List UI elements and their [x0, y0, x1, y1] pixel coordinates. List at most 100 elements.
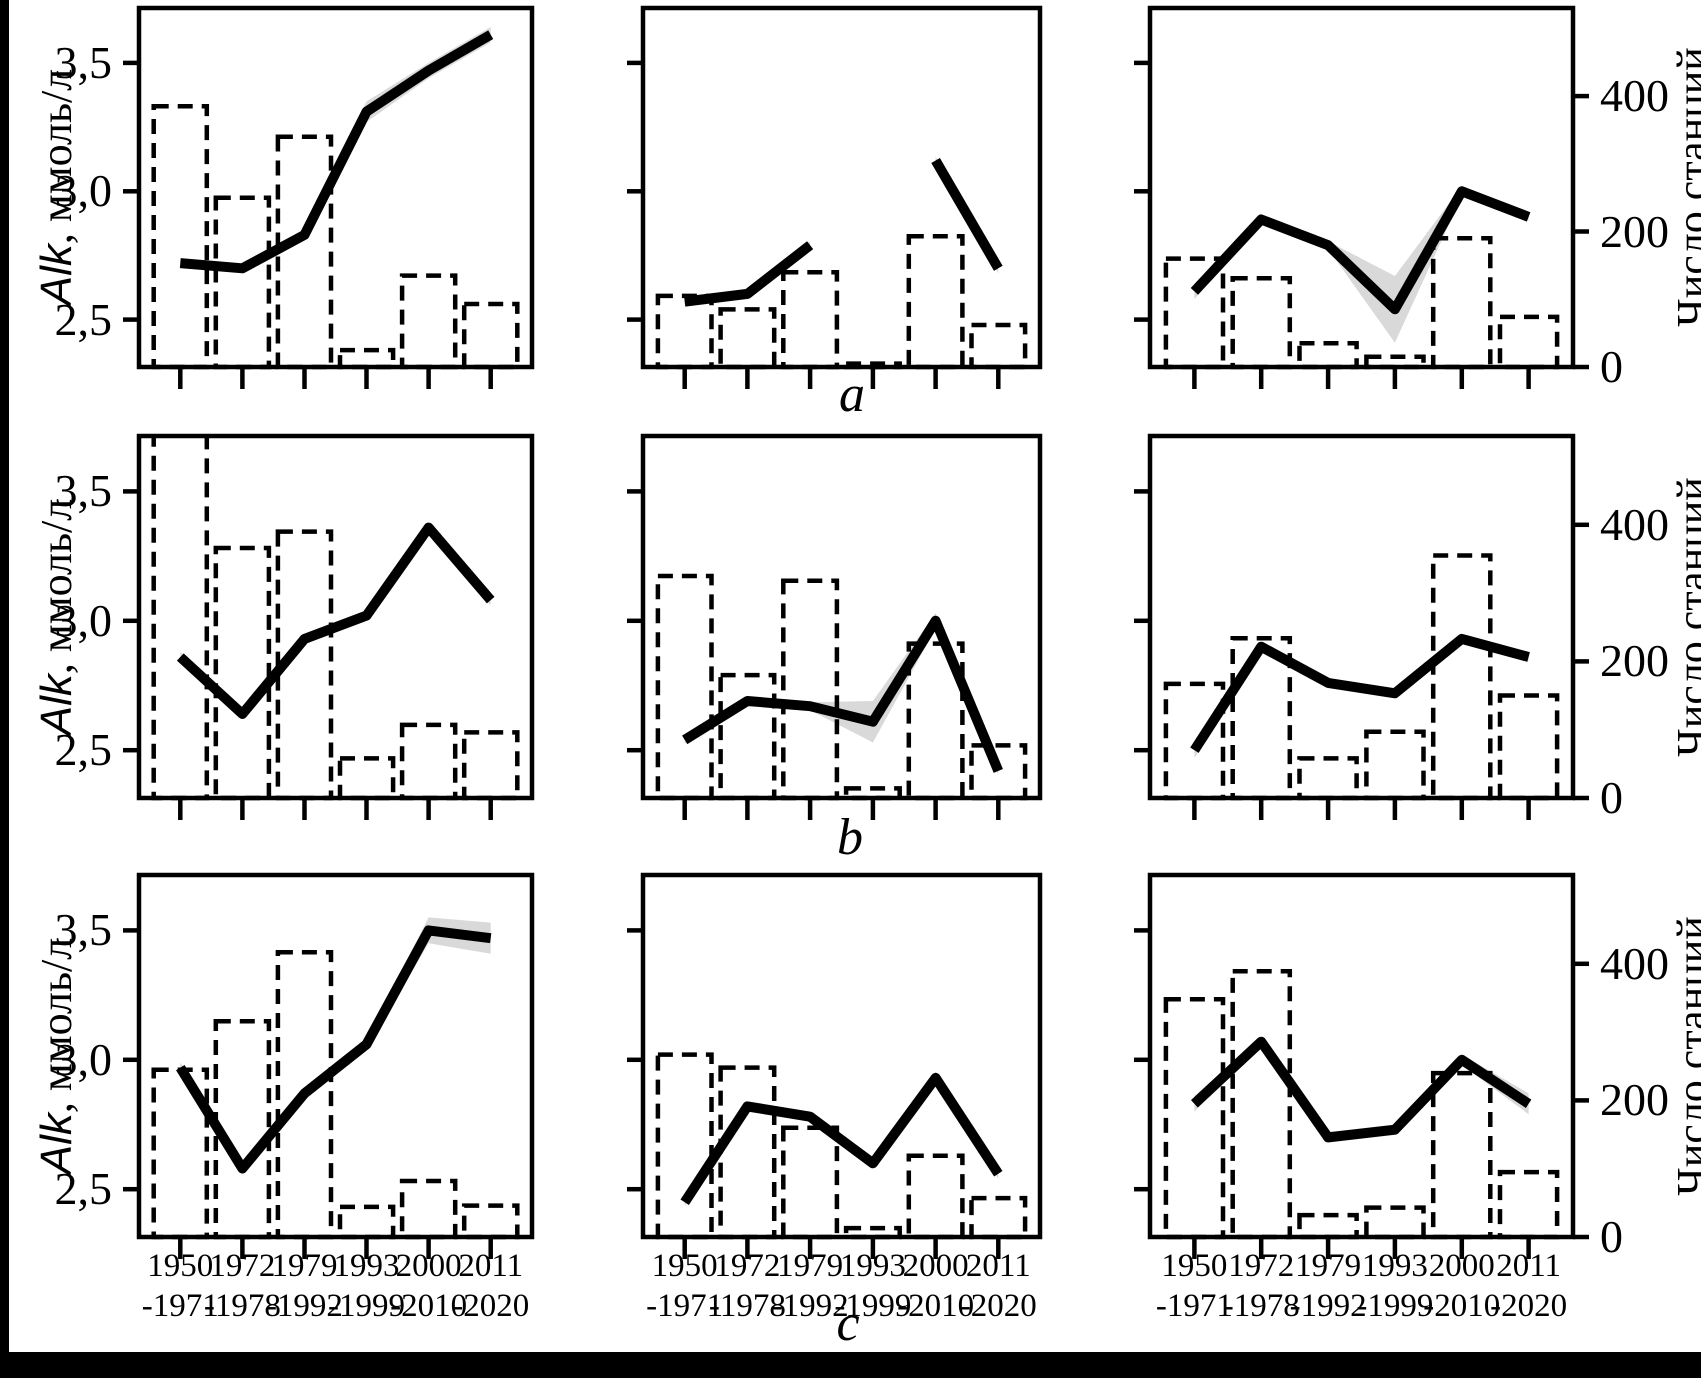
chart-a-right [1134, 5, 1589, 389]
alk-line [179, 30, 494, 274]
stations-bar [461, 1203, 520, 1240]
plot-frame [136, 872, 535, 1240]
plot-frame [136, 5, 535, 370]
axis-ticks [1134, 60, 1589, 389]
chart-b-left [123, 433, 535, 820]
plot-frame [640, 433, 1043, 801]
stations-bar [906, 234, 965, 370]
plot-frame [640, 872, 1043, 1240]
stations-bar [337, 756, 396, 801]
stations-bar [969, 1195, 1028, 1240]
stations-bar [461, 730, 520, 801]
alk-line [931, 157, 1003, 271]
y-axis-label-units: , ммоль/л [32, 937, 81, 1114]
confidence-band [180, 27, 491, 273]
stations-bar [718, 1065, 777, 1240]
left-edge-strip [0, 0, 9, 1378]
y-axis-label-units: , ммоль/л [32, 498, 81, 675]
axis-ticks [123, 489, 493, 820]
stations-bar [781, 269, 840, 370]
plot-frame [1147, 5, 1576, 370]
alk-line [1190, 633, 1530, 753]
stations-bar [1430, 236, 1493, 370]
alk-line [1190, 186, 1531, 315]
bottom-edge-strip [0, 1352, 1701, 1378]
stations-bar [843, 786, 902, 801]
stations-bar [1297, 341, 1359, 370]
stations-bar [1364, 729, 1426, 801]
axis-ticks [627, 489, 1001, 820]
y-axis-label-alk: Alk [32, 1113, 81, 1175]
y-axis-label-alk: Alk [32, 244, 81, 306]
y-axis-label-units: , ммоль/л [32, 68, 81, 245]
panel-label-a: a [839, 366, 865, 423]
chart-b-right [1134, 433, 1589, 820]
axis-ticks [1134, 489, 1589, 820]
alk-line [176, 522, 495, 719]
stations-bar [461, 301, 520, 370]
stations-bar [718, 672, 777, 801]
y-axis-label-alk: Alk [32, 674, 81, 736]
axis-ticks [1134, 928, 1589, 1259]
plot-frame [136, 433, 535, 801]
stations-bar [969, 322, 1028, 370]
axis-ticks [123, 60, 493, 389]
plot-frame [640, 5, 1043, 370]
stations-bar [213, 195, 272, 370]
alk-line [684, 241, 814, 307]
axis-ticks [627, 928, 1001, 1259]
stations-bar [1297, 1212, 1359, 1240]
stations-bar [1230, 969, 1293, 1240]
right-axis-label-row-a: Число станций [1668, 47, 1701, 327]
plot-frame [1147, 433, 1576, 801]
alk-line [682, 615, 1003, 773]
stations-bar [1497, 1169, 1560, 1240]
axis-ticks [627, 60, 1001, 389]
axis-ticks [123, 928, 493, 1259]
chart-c-left [123, 872, 535, 1259]
y-axis-label-row-b: Alk, ммоль/л [32, 498, 81, 736]
alk-line [176, 925, 492, 1174]
stations-bar [1497, 314, 1560, 370]
stations-bar [655, 573, 714, 801]
confidence-band [1194, 635, 1529, 758]
stations-bar [275, 134, 334, 370]
stations-bar [213, 545, 272, 801]
stations-bar [1430, 1070, 1493, 1240]
alk-line [680, 1072, 1003, 1205]
plot-frame [1147, 872, 1576, 1240]
chart-b-middle [627, 433, 1043, 820]
stations-bar [781, 1125, 840, 1240]
stations-bar [337, 347, 396, 370]
stations-bar [1297, 756, 1359, 801]
y-axis-label-row-a: Alk, ммоль/л [32, 68, 81, 306]
stations-bar [399, 722, 458, 801]
stations-bar [399, 1178, 458, 1240]
stations-bar [655, 293, 714, 370]
stations-bar [151, 436, 210, 801]
stations-bar [337, 1204, 396, 1240]
stations-bar [655, 1052, 714, 1240]
stations-bar [1163, 997, 1226, 1240]
right-axis-label-row-b: Число станций [1668, 477, 1701, 757]
stations-bar [1364, 1205, 1426, 1240]
confidence-band [180, 917, 491, 1173]
chart-a-middle [627, 5, 1043, 389]
stations-bar [1230, 276, 1293, 370]
panel-label-c: c [836, 1295, 860, 1352]
stations-bar [399, 273, 458, 370]
stations-bar [781, 578, 840, 801]
alk-line [1190, 1036, 1532, 1143]
stations-bar [1364, 354, 1426, 370]
chart-c-middle [627, 872, 1043, 1259]
confidence-band [1194, 186, 1529, 343]
right-axis-label-row-c: Число станций [1668, 916, 1701, 1196]
stations-bar [1430, 553, 1493, 801]
stations-bar [1497, 693, 1560, 801]
panel-label-b: b [837, 809, 863, 866]
stations-bar [843, 1225, 902, 1240]
chart-c-right [1134, 872, 1589, 1259]
